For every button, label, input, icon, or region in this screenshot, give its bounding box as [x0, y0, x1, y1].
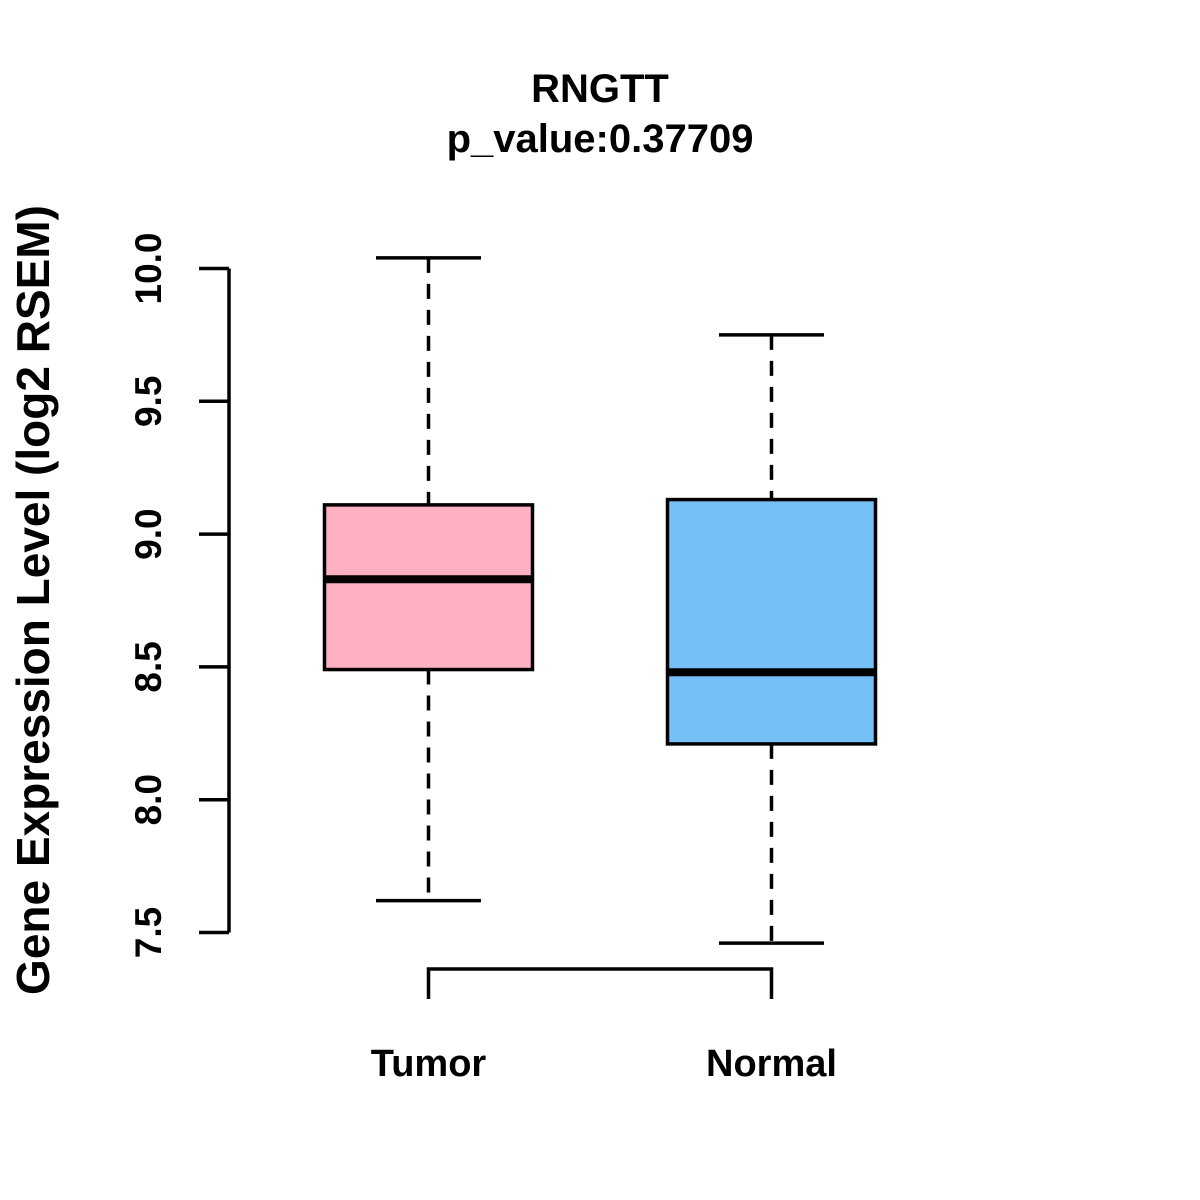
y-axis-tick-label: 8.5: [128, 641, 169, 692]
box-tumor: [322, 503, 535, 672]
y-axis-tick-label: 9.0: [128, 508, 169, 559]
y-axis-tick-label: 9.5: [128, 376, 169, 427]
chart-subtitle: p_value:0.37709: [446, 117, 754, 161]
y-axis-tick-label: 7.5: [128, 907, 169, 958]
category-label-normal: Normal: [706, 1043, 837, 1085]
comparison-bracket: [426, 967, 774, 999]
y-axis-tick-label: 10.0: [128, 232, 169, 304]
title-block: RNGTT p_value:0.37709: [0, 64, 1200, 164]
y-axis-tick-label: 8.0: [128, 774, 169, 825]
box-normal: [665, 497, 878, 746]
category-label-tumor: Tumor: [371, 1043, 487, 1085]
chart-title: RNGTT: [531, 67, 669, 111]
